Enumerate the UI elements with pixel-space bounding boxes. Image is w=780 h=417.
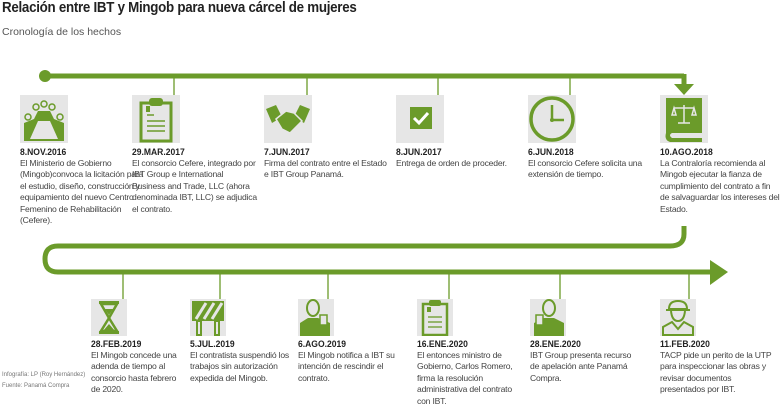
event-description: El contratista suspendió los trabajos si… xyxy=(190,350,290,383)
event-date: 29.MAR.2017 xyxy=(132,147,185,158)
event-2018-06-06: 6.JUN.2018 El consorcio Cefere solicita … xyxy=(528,147,653,181)
event-description: El Mingob concede una adenda de tiempo a… xyxy=(91,350,177,395)
event-description: TACP pide un perito de la UTP para inspe… xyxy=(660,350,772,395)
law-book-icon xyxy=(660,95,708,143)
event-date: 16.ENE.2020 xyxy=(417,339,468,350)
event-2020-02-11: 11.FEB.2020 TACP pide un perito de la UT… xyxy=(660,339,775,396)
page-subtitle: Cronología de los hechos xyxy=(2,26,122,38)
event-description: El entonces ministro de Gobierno, Carlos… xyxy=(417,350,513,406)
event-2017-06-08: 8.JUN.2017 Entrega de orden de proceder. xyxy=(396,147,521,169)
event-date: 6.AGO.2019 xyxy=(298,339,347,350)
event-date: 28.FEB.2019 xyxy=(91,339,142,350)
hourglass-icon xyxy=(91,299,127,336)
checkmark-icon xyxy=(396,95,444,143)
source-credit: Fuente: Panamá Compra xyxy=(2,383,70,389)
event-date: 8.NOV.2016 xyxy=(20,147,67,158)
event-date: 28.ENE.2020 xyxy=(530,339,581,350)
clock-icon xyxy=(528,95,576,143)
arrow-down-icon xyxy=(674,84,694,95)
event-date: 6.JUN.2018 xyxy=(528,147,574,158)
event-2016-11-08: 8.NOV.2016 El Ministerio de Gobierno (Mi… xyxy=(20,147,145,226)
event-description: El consorcio Cefere solicita una extensi… xyxy=(528,158,642,180)
event-2020-01-28: 28.ENE.2020 IBT Group presenta recurso d… xyxy=(530,339,640,384)
barrier-icon xyxy=(190,299,226,336)
event-date: 5.JUL.2019 xyxy=(190,339,235,350)
event-description: Entrega de orden de proceder. xyxy=(396,158,507,168)
event-date: 7.JUN.2017 xyxy=(264,147,310,158)
start-dot xyxy=(39,70,51,82)
event-date: 11.FEB.2020 xyxy=(660,339,710,350)
event-date: 8.JUN.2017 xyxy=(396,147,442,158)
clipboard-icon xyxy=(132,95,180,143)
event-description: IBT Group presenta recurso de apelación … xyxy=(530,350,632,383)
event-description: El consorcio Cefere, integrado por IBT G… xyxy=(132,158,257,214)
event-2017-03-29: 29.MAR.2017 El consorcio Cefere, integra… xyxy=(132,147,257,215)
event-2020-01-16: 16.ENE.2020 El entonces ministro de Gobi… xyxy=(417,339,517,407)
official-icon xyxy=(298,299,334,336)
event-2018-08-10: 10.AGO.2018 La Contraloría recomienda al… xyxy=(660,147,780,215)
infographic-credit: Infografía: LP (Roy Hernández) xyxy=(2,372,86,378)
event-description: El Ministerio de Gobierno (Mingob)convoc… xyxy=(20,158,144,226)
event-date: 10.AGO.2018 xyxy=(660,147,713,158)
engineer-icon xyxy=(660,299,696,336)
event-2019-02-28: 28.FEB.2019 El Mingob concede una adenda… xyxy=(91,339,186,396)
clipboard-icon xyxy=(417,299,453,336)
event-description: El Mingob notifica a IBT su intención de… xyxy=(298,350,395,383)
arrow-right-icon xyxy=(710,260,728,285)
official-icon xyxy=(530,299,566,336)
event-description: Firma del contrato entre el Estado e IBT… xyxy=(264,158,387,180)
page-title: Relación entre IBT y Mingob para nueva c… xyxy=(2,0,357,16)
handshake-icon xyxy=(264,95,312,143)
conference-table-icon xyxy=(20,95,68,143)
event-2019-07-05: 5.JUL.2019 El contratista suspendió los … xyxy=(190,339,290,384)
event-2019-08-06: 6.AGO.2019 El Mingob notifica a IBT su i… xyxy=(298,339,403,384)
event-description: La Contraloría recomienda al Mingob ejec… xyxy=(660,158,780,214)
event-2017-06-07: 7.JUN.2017 Firma del contrato entre el E… xyxy=(264,147,389,181)
